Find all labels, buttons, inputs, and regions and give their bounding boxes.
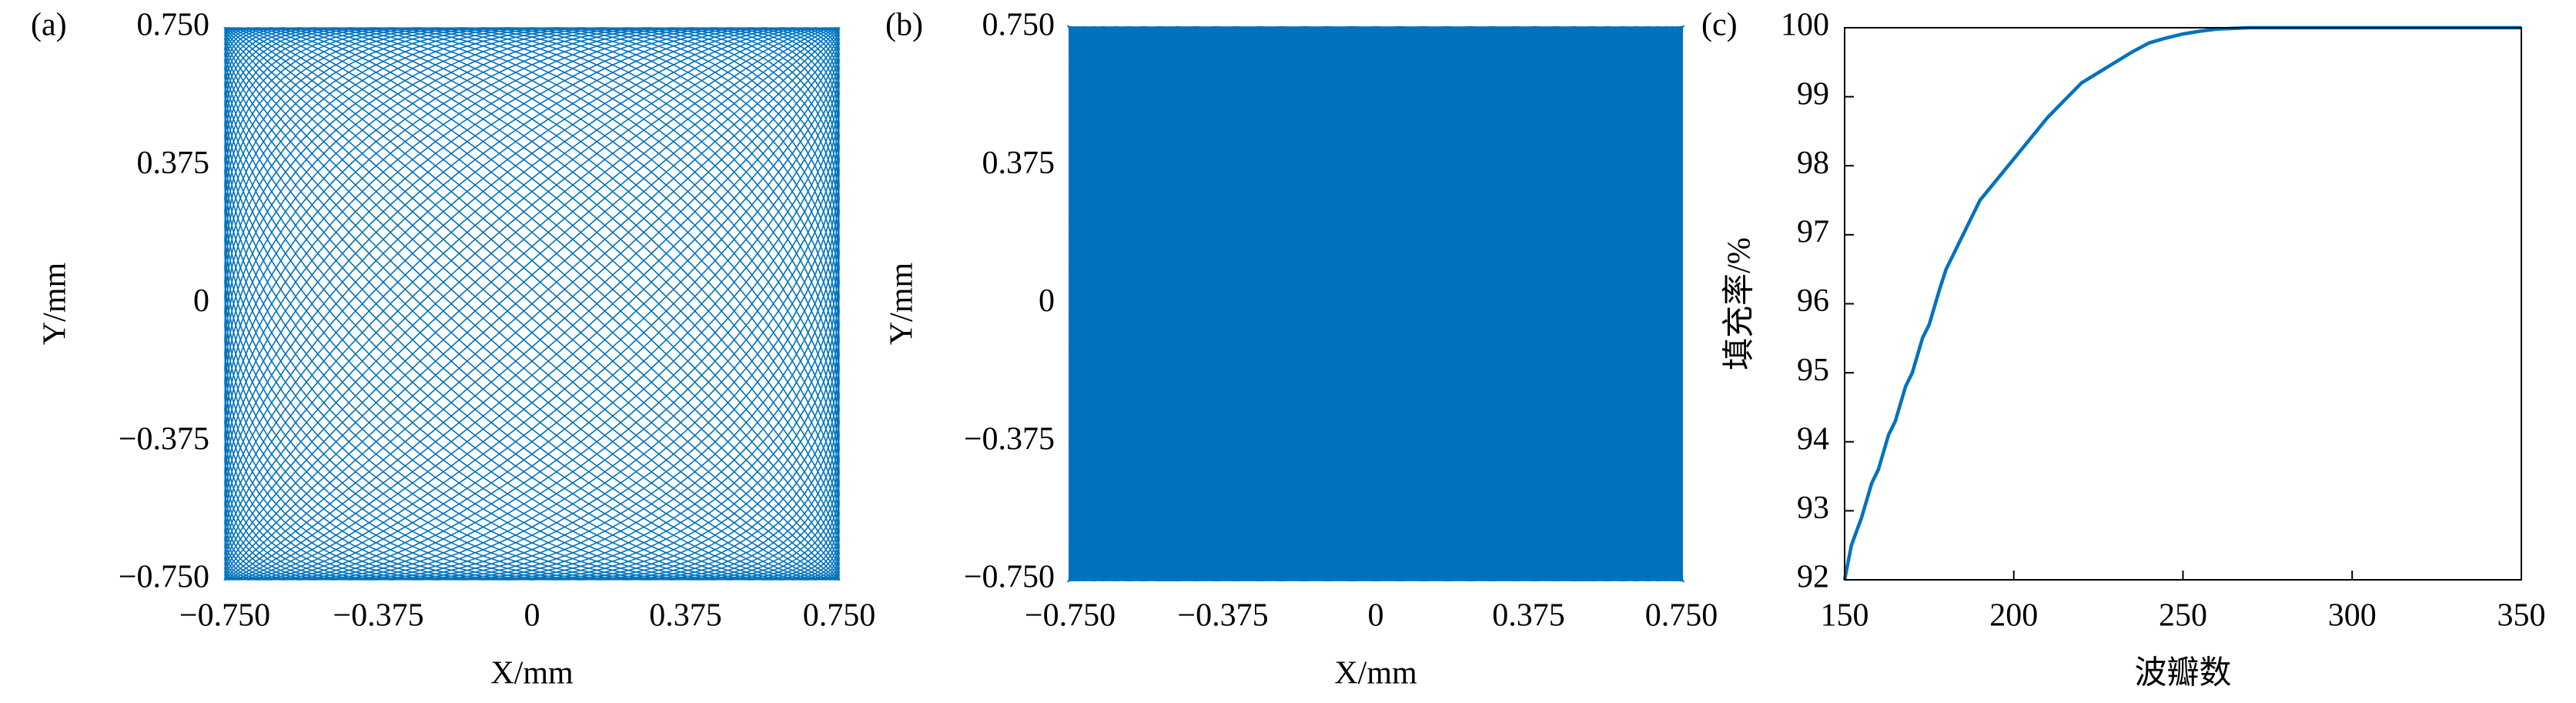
y-tick-label: 0.750: [982, 8, 1055, 43]
x-axis-label: X/mm: [490, 656, 574, 691]
y-axis-label: Y/mm: [885, 263, 920, 346]
y-tick-label: 95: [1797, 353, 1829, 388]
y-tick-label: 0.750: [137, 8, 210, 43]
x-tick-label: 250: [2159, 598, 2207, 634]
x-tick-label: 300: [2328, 598, 2377, 634]
y-tick-label: −0.750: [119, 560, 209, 595]
y-tick-label: 0: [1039, 283, 1055, 319]
x-tick-label: 0.375: [1492, 598, 1565, 634]
y-tick-label: −0.375: [964, 421, 1055, 457]
fill-rate-line: [1842, 25, 2521, 581]
panel-label: (c): [1701, 8, 1738, 43]
x-tick-label: −0.375: [333, 598, 423, 634]
x-tick-label: 150: [1821, 598, 1869, 634]
y-tick-label: 92: [1797, 560, 1829, 595]
x-axis-label: X/mm: [1334, 656, 1417, 691]
x-tick-label: 350: [2497, 598, 2546, 634]
y-tick-label: −0.750: [964, 560, 1055, 595]
x-tick-label: 200: [1989, 598, 2038, 634]
x-tick-label: −0.750: [179, 598, 270, 634]
x-tick-label: 0: [1368, 598, 1384, 634]
y-tick-label: 99: [1797, 76, 1829, 112]
y-tick-label: 0: [193, 283, 209, 319]
panel-label: (a): [31, 8, 67, 43]
scan-trajectory: [223, 26, 841, 581]
x-tick-label: 0.750: [803, 598, 876, 634]
x-tick-label: 0: [524, 598, 540, 634]
x-tick-label: 0.750: [1645, 598, 1718, 634]
x-tick-label: −0.375: [1177, 598, 1268, 634]
y-tick-label: 94: [1797, 421, 1829, 457]
panel-label: (b): [885, 8, 923, 43]
y-tick-label: 96: [1797, 283, 1829, 319]
y-tick-label: −0.375: [119, 421, 209, 457]
axes-frame: [1844, 27, 2522, 581]
y-tick-label: 97: [1797, 215, 1829, 250]
y-tick-label: 98: [1797, 146, 1829, 181]
y-axis-label: Y/mm: [38, 263, 73, 346]
y-axis-label: 填充率/%: [1721, 237, 1758, 370]
y-tick-label: 93: [1797, 490, 1829, 526]
y-tick-label: 100: [1781, 8, 1829, 43]
y-tick-label: 0.375: [137, 146, 210, 181]
scan-trajectory: [1066, 25, 1685, 583]
x-tick-label: −0.750: [1025, 598, 1116, 634]
y-tick-label: 0.375: [982, 146, 1055, 181]
x-tick-label: 0.375: [649, 598, 722, 634]
x-axis-label: 波瓣数: [2134, 656, 2231, 691]
